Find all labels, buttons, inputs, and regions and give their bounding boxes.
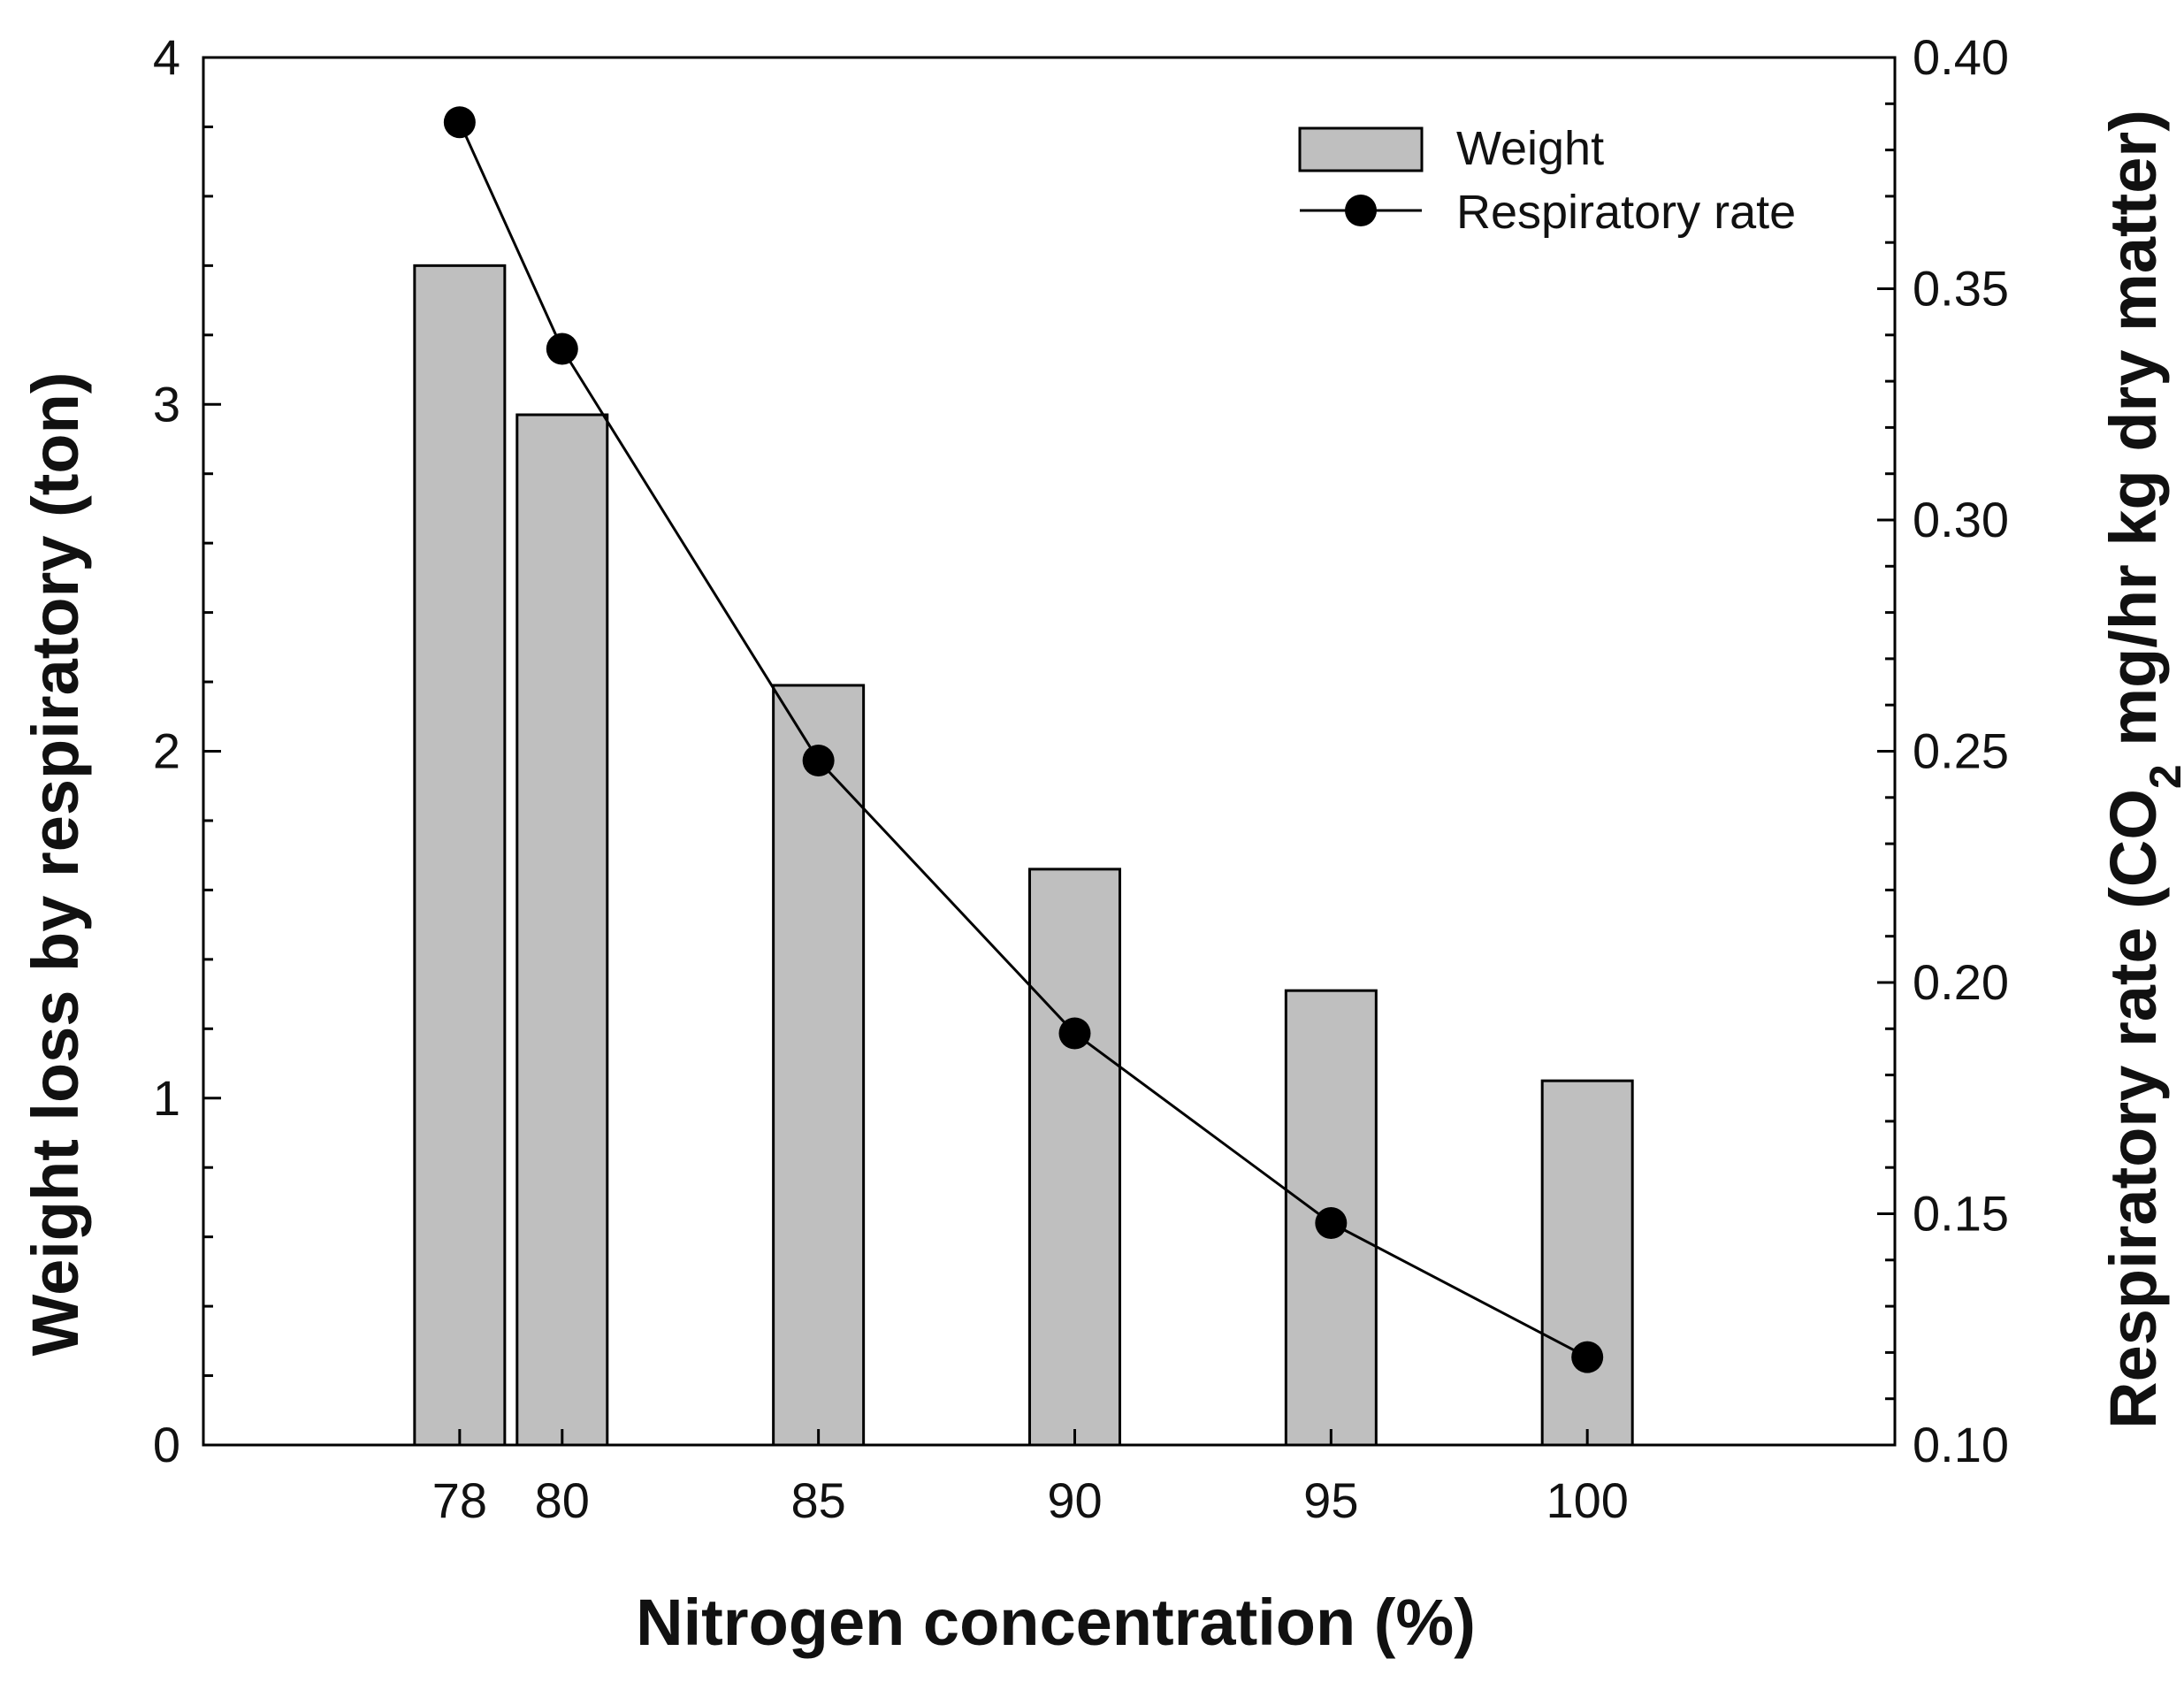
left-tick-label-2: 2 xyxy=(153,723,180,779)
right-tick-label-5: 0.35 xyxy=(1913,261,2009,317)
respiratory-point-100 xyxy=(1571,1341,1604,1373)
left-tick-label-1: 1 xyxy=(153,1070,180,1126)
respiratory-point-95 xyxy=(1315,1206,1348,1239)
left-y-axis-title: Weight loss by respiratory (ton) xyxy=(19,372,92,1357)
x-tick-label-85: 85 xyxy=(790,1472,845,1528)
right-tick-label-3: 0.25 xyxy=(1913,723,2009,779)
x-axis-title: Nitrogen concentration (%) xyxy=(636,1586,1476,1659)
ticks-group xyxy=(203,56,1895,1447)
legend-label-respiratory: Respiratory rate xyxy=(1456,186,1796,239)
bar-weight-78 xyxy=(413,264,507,1447)
left-tick-label-0: 0 xyxy=(153,1417,180,1472)
respiratory-point-80 xyxy=(546,333,578,365)
respiratory-rate-line xyxy=(458,121,1588,1358)
right-tick-label-0: 0.10 xyxy=(1913,1417,2009,1472)
right-tick-label-4: 0.30 xyxy=(1913,492,2009,547)
right-tick-label-2: 0.20 xyxy=(1913,954,2009,1010)
right-tick-label-1: 0.15 xyxy=(1913,1186,2009,1242)
bar-weight-80 xyxy=(515,413,609,1447)
x-tick-label-95: 95 xyxy=(1303,1472,1358,1528)
right-tick-label-6: 0.40 xyxy=(1913,29,2009,85)
left-tick-label-3: 3 xyxy=(153,376,180,432)
legend: Weight Respiratory rate xyxy=(1298,122,1796,239)
bar-weight-100 xyxy=(1540,1079,1634,1447)
right-y-axis-title-prefix: Respiratory rate (CO xyxy=(2096,789,2170,1429)
bar-weight-85 xyxy=(772,684,866,1447)
legend-swatch-weight xyxy=(1298,126,1424,172)
legend-marker-respiratory xyxy=(1345,195,1377,226)
respiratory-line-group xyxy=(443,106,1604,1373)
respiratory-point-90 xyxy=(1058,1017,1091,1050)
legend-label-weight: Weight xyxy=(1456,122,1604,175)
respiratory-point-85 xyxy=(802,744,835,776)
right-y-axis-title-subscript: 2 xyxy=(2141,764,2184,789)
bar-weight-90 xyxy=(1027,868,1121,1447)
left-tick-label-4: 4 xyxy=(153,29,180,85)
x-tick-label-78: 78 xyxy=(432,1472,487,1528)
x-tick-label-90: 90 xyxy=(1047,1472,1102,1528)
right-y-axis-title-suffix: mg/hr kg dry matter) xyxy=(2096,110,2170,764)
tick-labels-group: 0 1 2 3 4 0.10 0.15 0.20 0.25 0.30 0.35 0.40 78 80 85 9… xyxy=(153,29,2009,1528)
x-tick-label-100: 100 xyxy=(1546,1472,1628,1528)
right-y-axis-title: Respiratory rate (CO2 mg/hr kg dry matte… xyxy=(2096,110,2184,1429)
x-tick-label-80: 80 xyxy=(535,1472,590,1528)
bars-group xyxy=(413,264,1634,1447)
respiratory-point-78 xyxy=(443,106,476,139)
